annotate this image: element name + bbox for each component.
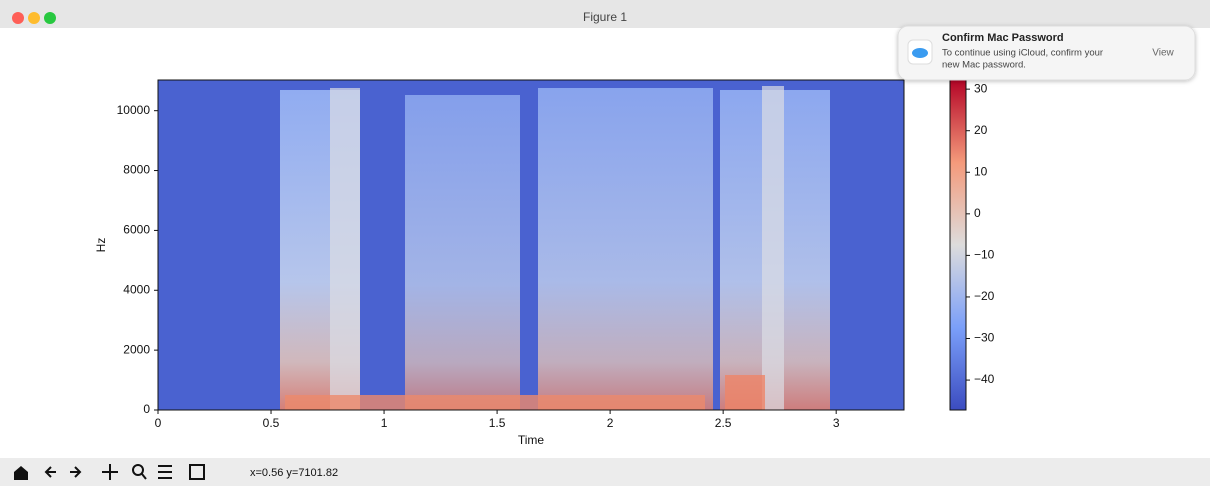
- toolbar: [0, 458, 1210, 486]
- x-tick-label: 2: [607, 416, 614, 430]
- save-button[interactable]: [189, 464, 205, 480]
- colorbar-tick-label: 10: [974, 164, 988, 178]
- x-axis-label: Time: [518, 433, 545, 447]
- view-button[interactable]: View: [1152, 48, 1174, 59]
- status-text: x=0.56 y=7101.82: [250, 467, 338, 479]
- y-tick-label: 4000: [123, 282, 150, 296]
- close-button[interactable]: [12, 12, 24, 24]
- colorbar-tick-label: 20: [974, 123, 988, 137]
- home-button[interactable]: [14, 466, 28, 480]
- title-bar: [0, 0, 1210, 28]
- x-tick-label: 1.5: [489, 416, 506, 430]
- minimize-button[interactable]: [28, 12, 40, 24]
- x-tick-label: 2.5: [715, 416, 732, 430]
- colorbar: [949, 79, 967, 411]
- forward-button[interactable]: [70, 466, 82, 478]
- notification[interactable]: [897, 25, 1196, 81]
- colorbar-tick-label: 30: [974, 81, 988, 95]
- x-tick-label: 1: [381, 416, 388, 430]
- back-button[interactable]: [44, 466, 56, 478]
- toolbar-buttons[interactable]: [14, 464, 205, 480]
- y-tick-label: 2000: [123, 342, 150, 356]
- notification-body: To continue using iCloud, confirm your: [942, 48, 1103, 59]
- pan-button[interactable]: [102, 464, 118, 480]
- x-tick-label: 0: [155, 416, 162, 430]
- window-title: Figure 1: [583, 10, 627, 24]
- x-tick-label: 3: [833, 416, 840, 430]
- colorbar-tick-label: −30: [974, 331, 995, 345]
- icloud-glyph: [912, 48, 928, 58]
- zoom-tool-button[interactable]: [132, 464, 144, 476]
- zoom-button[interactable]: [44, 12, 56, 24]
- colorbar-tick-label: −10: [974, 248, 995, 262]
- y-tick-label: 0: [143, 402, 150, 416]
- notification-body: new Mac password.: [942, 60, 1026, 71]
- colorbar-tick-label: −20: [974, 289, 995, 303]
- y-tick-label: 10000: [117, 103, 151, 117]
- plot-frame: [157, 79, 905, 411]
- y-tick-label: 6000: [123, 223, 150, 237]
- colorbar-tick-label: −40: [974, 372, 995, 386]
- y-axis-label: Hz: [94, 238, 108, 253]
- configure-button[interactable]: [158, 465, 172, 479]
- x-tick-label: 0.5: [263, 416, 280, 430]
- y-tick-label: 8000: [123, 163, 150, 177]
- spectrogram-image: [158, 80, 904, 410]
- colorbar-tick-label: 0: [974, 206, 981, 220]
- notification-title: Confirm Mac Password: [942, 32, 1064, 44]
